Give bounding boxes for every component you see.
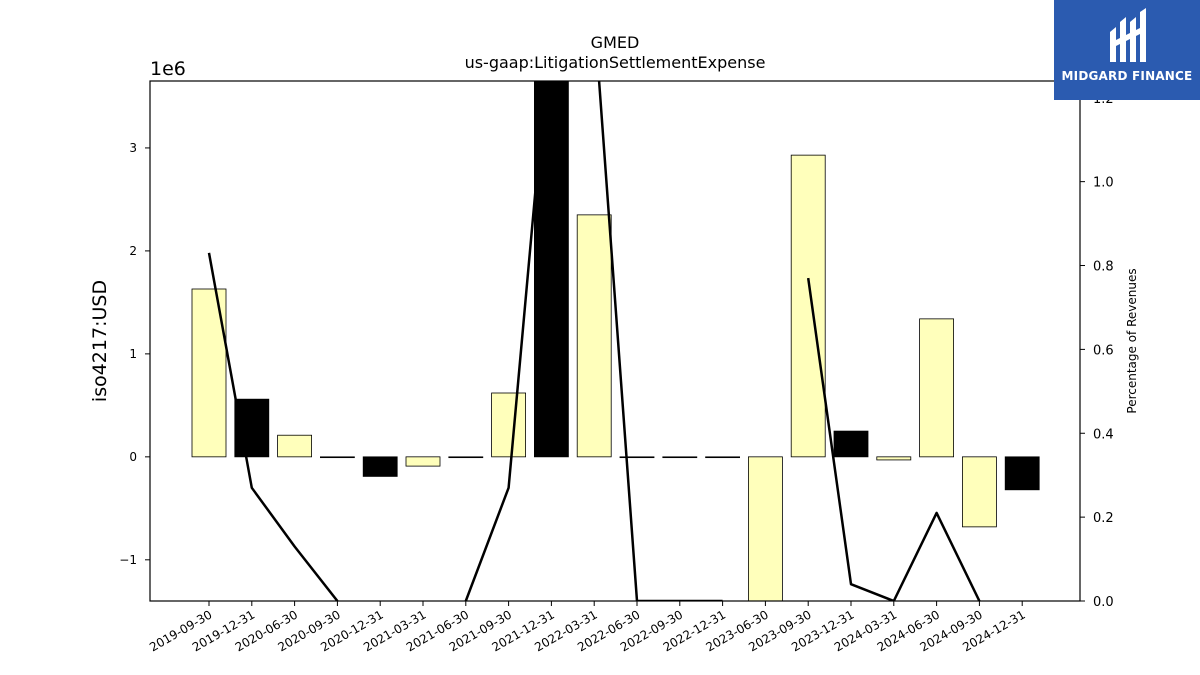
plot-frame [149, 80, 1081, 602]
chart-subtitle: us-gaap:LitigationSettlementExpense [465, 53, 766, 72]
line-series [207, 81, 981, 601]
y-tick-label: −1 [119, 553, 137, 567]
bar-2022-09-30 [662, 456, 698, 459]
chart-title: GMED [591, 33, 640, 52]
y2-tick-label: 0.8 [1093, 260, 1114, 275]
bar-2023-12-31 [833, 430, 869, 458]
bar-2021-09-30 [491, 392, 527, 458]
bar-2021-03-31 [405, 456, 441, 467]
y2-tick-label: 0.2 [1093, 511, 1114, 526]
bar-2023-06-30 [748, 456, 783, 601]
y-axis-label: iso4217:USD [89, 280, 111, 402]
y-tick-label: 3 [129, 141, 137, 155]
line-layer [207, 81, 981, 601]
y2-tick-label: 0.0 [1093, 595, 1114, 610]
offset-text: 1e6 [150, 58, 186, 80]
bar-2024-06-30 [919, 318, 954, 458]
y2-axis-label: Percentage of Revenues [1125, 268, 1139, 413]
bar-2024-03-31 [876, 456, 912, 461]
bar-2024-12-31 [1004, 456, 1040, 491]
bar-2020-06-30 [277, 434, 313, 458]
bar-2020-09-30 [319, 456, 355, 459]
y2-tick-label: 1.0 [1093, 176, 1114, 191]
y2-tick-label: 0.6 [1093, 343, 1114, 358]
bar-2022-06-30 [619, 456, 655, 459]
bar-2021-06-30 [448, 456, 484, 459]
bar-2022-03-31 [576, 214, 612, 458]
bar-2024-09-30 [962, 456, 997, 528]
bar-2020-12-31 [362, 456, 398, 477]
bar-2022-12-31 [705, 456, 740, 459]
logo-text: MIDGARD FINANCE [1061, 69, 1193, 83]
logo-mark-icon [1110, 8, 1146, 62]
bar-2023-09-30 [790, 154, 826, 458]
y-tick-label: 1 [129, 347, 137, 361]
bars-layer [191, 81, 1040, 601]
y-tick-label: 2 [129, 244, 137, 258]
brand-logo: MIDGARD FINANCE [1054, 0, 1200, 100]
y2-tick-label: 0.4 [1093, 427, 1114, 442]
y-tick-label: 0 [129, 450, 137, 464]
